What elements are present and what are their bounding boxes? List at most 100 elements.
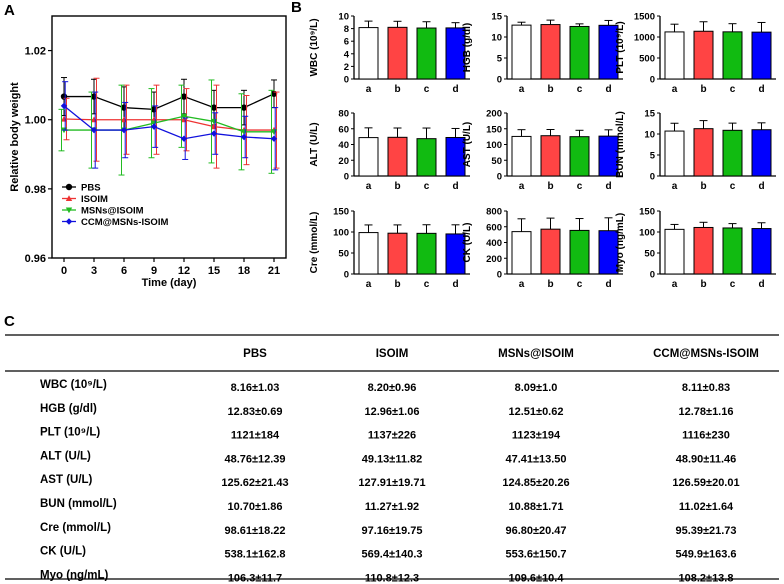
weight-data-point bbox=[180, 113, 188, 120]
bar-category-label: d bbox=[452, 84, 458, 95]
table-cell: 549.9±163.6 bbox=[675, 549, 736, 561]
bar-y-axis-title: HGB (g/dl) bbox=[462, 23, 473, 72]
table-row-label: CK (U/L) bbox=[40, 546, 86, 558]
bar-y-tick-label: 500 bbox=[639, 54, 655, 65]
table-header-2: MSNs@ISOIM bbox=[498, 348, 574, 360]
bar-y-tick-label: 8 bbox=[344, 24, 349, 35]
table-row-label: Cre (mmol/L) bbox=[40, 522, 111, 534]
table-cell: 11.02±1.64 bbox=[679, 501, 734, 513]
bar bbox=[511, 135, 532, 177]
bar-chart-cre: 0 50 100 150 Cre (mmol/L) a b c d bbox=[309, 207, 470, 290]
table-cell: 8.11±0.83 bbox=[682, 382, 730, 394]
bar-chart-ast: 0 50 100 150 200 AST (U/L) a b c d bbox=[462, 109, 623, 192]
bar-y-tick-label: 5 bbox=[497, 54, 503, 65]
legend-marker bbox=[65, 218, 73, 225]
weight-x-tick-label: 21 bbox=[268, 265, 280, 277]
bar-y-tick-label: 100 bbox=[639, 228, 655, 239]
table-cell: 108.2±13.8 bbox=[679, 572, 734, 584]
bar-chart-alt: 0 20 40 60 80 ALT (U/L) a b c d bbox=[309, 109, 470, 192]
bar-category-label: d bbox=[758, 279, 764, 290]
weight-x-tick-label: 15 bbox=[208, 265, 220, 277]
table-cell: 47.41±13.50 bbox=[505, 453, 566, 465]
bar-category-label: b bbox=[547, 279, 553, 290]
bar-chart-plt: 0 500 1000 1500 PLT (10⁹/L) a b c d bbox=[615, 12, 776, 95]
bar-y-tick-label: 0 bbox=[650, 172, 655, 183]
table-cell: 49.13±11.82 bbox=[362, 453, 422, 465]
table-cell: 8.09±1.0 bbox=[515, 382, 558, 394]
bar-y-tick-label: 0 bbox=[650, 75, 655, 86]
table-header-3: CCM@MSNs-ISOIM bbox=[653, 348, 759, 360]
bar bbox=[387, 26, 408, 80]
table-cell: 126.59±20.01 bbox=[672, 477, 739, 489]
weight-data-point bbox=[180, 93, 188, 100]
bar-category-label: b bbox=[547, 84, 553, 95]
bar bbox=[511, 24, 532, 80]
bar bbox=[751, 228, 772, 275]
weight-x-tick-label: 3 bbox=[91, 265, 97, 277]
table-cell: 98.61±18.22 bbox=[224, 525, 285, 537]
legend-entry: PBS bbox=[81, 183, 101, 194]
bar-category-label: a bbox=[366, 181, 372, 192]
bar bbox=[387, 232, 408, 275]
bar-y-tick-label: 15 bbox=[491, 12, 502, 23]
table-cell: 1121±184 bbox=[231, 430, 280, 442]
bar-category-label: d bbox=[758, 84, 764, 95]
bar-y-tick-label: 150 bbox=[639, 207, 655, 218]
bar bbox=[511, 231, 532, 275]
table-cell: 109.6±10.4 bbox=[509, 572, 565, 584]
bar-y-axis-title: PLT (10⁹/L) bbox=[615, 21, 626, 73]
bar-y-tick-label: 1500 bbox=[634, 12, 655, 23]
bar-y-tick-label: 150 bbox=[486, 124, 502, 135]
bar bbox=[693, 30, 714, 80]
weight-x-tick-label: 18 bbox=[238, 265, 250, 277]
weight-data-point bbox=[270, 135, 278, 142]
table-cell: 10.70±1.86 bbox=[228, 501, 283, 513]
bar-category-label: a bbox=[519, 181, 525, 192]
legend-entry: ISOIM bbox=[81, 194, 108, 205]
panel-label-c: C bbox=[4, 313, 15, 330]
bar-y-tick-label: 0 bbox=[344, 75, 349, 86]
table-cell: 12.96±1.06 bbox=[365, 406, 420, 418]
bar bbox=[416, 27, 437, 80]
table-cell: 12.51±0.62 bbox=[509, 406, 564, 418]
bar bbox=[416, 232, 437, 275]
weight-series-ccm-msns-isoim bbox=[60, 81, 279, 171]
table-cell: 124.85±20.26 bbox=[502, 477, 569, 489]
table-row-label: Myo (ng/mL) bbox=[40, 569, 109, 581]
bar bbox=[722, 31, 743, 80]
bar-y-tick-label: 0 bbox=[344, 270, 349, 281]
blood-stat-table: PBS ISOIM MSNs@ISOIM CCM@MSNs-ISOIM WBC (10⁹… bbox=[5, 334, 779, 584]
bar-category-label: d bbox=[605, 279, 611, 290]
bar-y-tick-label: 80 bbox=[338, 109, 349, 120]
bar bbox=[693, 128, 714, 177]
table-cell: 48.90±11.46 bbox=[676, 453, 736, 465]
bar-category-label: b bbox=[547, 181, 553, 192]
weight-data-point bbox=[90, 126, 98, 134]
bar-y-tick-label: 600 bbox=[486, 222, 502, 233]
weight-y-tick-label: 0.98 bbox=[25, 184, 46, 196]
bar bbox=[387, 136, 408, 177]
table-cell: 8.20±0.96 bbox=[368, 382, 417, 394]
bar-y-tick-label: 10 bbox=[338, 12, 349, 23]
table-cell: 1116±230 bbox=[682, 430, 730, 442]
bar-category-label: b bbox=[394, 84, 400, 95]
bar-y-tick-label: 10 bbox=[644, 130, 655, 141]
bar-y-axis-title: CK (U/L) bbox=[462, 223, 473, 263]
table-cell: 97.16±19.75 bbox=[361, 525, 422, 537]
bar-y-tick-label: 0 bbox=[344, 172, 349, 183]
bar bbox=[416, 138, 437, 177]
weight-y-axis-title: Relative body weight bbox=[9, 82, 21, 192]
weight-x-tick-label: 0 bbox=[61, 265, 67, 277]
bar-y-tick-label: 200 bbox=[486, 254, 502, 265]
bar-category-label: a bbox=[672, 84, 678, 95]
bar-y-tick-label: 2 bbox=[344, 62, 349, 73]
table-row-label: WBC (10⁹/L) bbox=[40, 379, 107, 391]
weight-series-line bbox=[63, 105, 275, 140]
bar-category-label: c bbox=[730, 181, 736, 192]
bar-y-axis-title: BUN (mmol/L) bbox=[615, 111, 626, 178]
bar-y-tick-label: 1000 bbox=[634, 33, 655, 44]
weight-data-point bbox=[240, 133, 248, 141]
bar-category-label: d bbox=[605, 181, 611, 192]
weight-chart: 0.96 0.98 1.00 1.02 0 3 6 9 12 15 18 21 Time (day) Re… bbox=[9, 15, 287, 289]
